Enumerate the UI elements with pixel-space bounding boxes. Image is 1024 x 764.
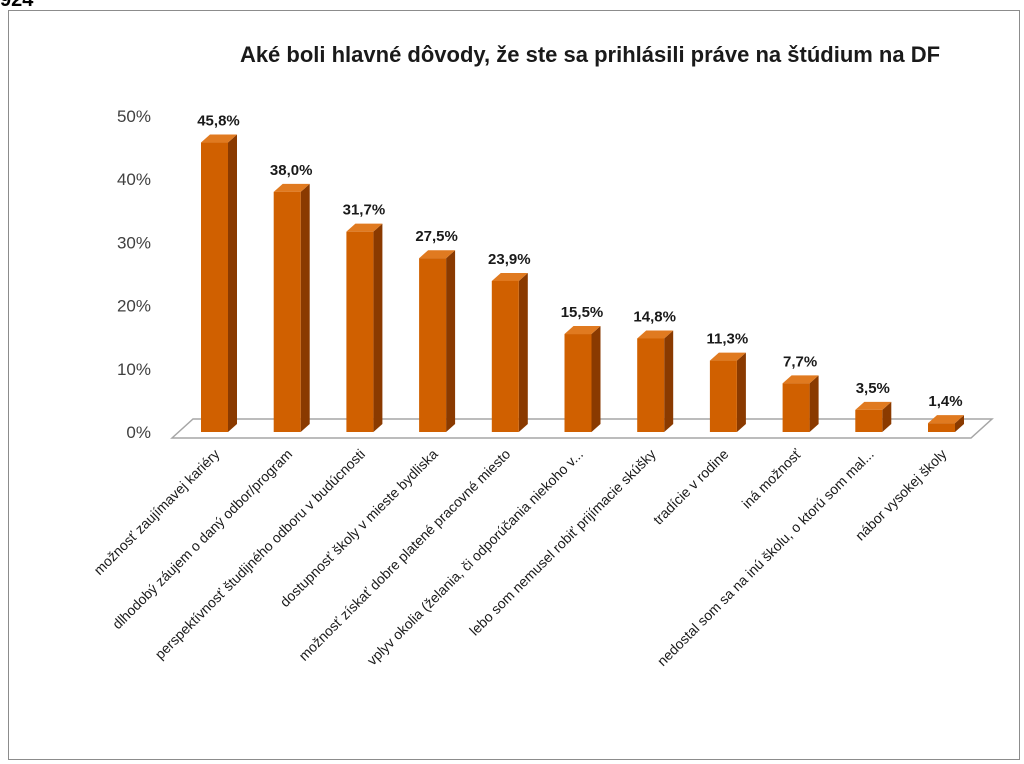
bar (928, 415, 964, 432)
bar-top (273, 183, 310, 192)
bar-top (564, 326, 601, 335)
data-label: 15,5% (561, 304, 604, 321)
data-label: 27,5% (415, 228, 458, 245)
bar-side (518, 272, 528, 432)
y-tick-label: 50% (117, 107, 151, 126)
bar-side (373, 223, 383, 432)
bar-side (664, 330, 674, 432)
bar-top (201, 134, 237, 143)
bar-side (228, 134, 237, 432)
bar (346, 223, 383, 432)
bar-side (882, 401, 892, 432)
data-label: 45,8% (197, 113, 240, 130)
bar (419, 250, 456, 432)
bar-front (273, 191, 301, 432)
data-label: 31,7% (343, 202, 386, 219)
category-label: tradície v rodine (650, 446, 732, 528)
bar-front (782, 383, 810, 432)
bar-front (564, 334, 592, 432)
bar-side (809, 375, 819, 432)
bar-top (637, 330, 674, 339)
bar (782, 375, 819, 432)
y-tick-label: 10% (117, 360, 151, 379)
bar (564, 326, 601, 432)
bar-front (201, 142, 228, 432)
y-tick-label: 40% (117, 170, 151, 189)
bar (855, 401, 892, 432)
y-tick-label: 0% (126, 423, 151, 442)
bar-top (709, 352, 746, 361)
bar (709, 352, 746, 432)
data-label: 11,3% (707, 331, 749, 348)
data-label: 14,8% (633, 308, 676, 325)
bar-front (346, 231, 374, 432)
y-tick-label: 20% (117, 297, 151, 316)
bar (201, 134, 237, 432)
bar-front (491, 280, 519, 432)
bar (491, 272, 528, 432)
data-label: 38,0% (270, 162, 313, 179)
y-axis: 0% 10% 20% 30% 40% 50% (117, 107, 151, 442)
bar-front (419, 258, 447, 432)
bar-side (446, 250, 456, 432)
bar-top (491, 272, 528, 281)
chart-title: Aké boli hlavné dôvody, že ste sa prihlá… (240, 42, 940, 67)
bar-top (855, 401, 892, 410)
bar-side (591, 326, 601, 432)
bar-side (736, 352, 746, 432)
bar-side (300, 183, 310, 432)
bar-top (419, 250, 456, 259)
bars (201, 134, 964, 432)
bar-front (928, 423, 955, 432)
bar-top (928, 415, 964, 424)
bar-front (709, 360, 737, 432)
data-label: 1,4% (928, 393, 962, 410)
data-label: 3,5% (856, 380, 890, 397)
category-label: dostupnosť školy v mieste bydliska (277, 446, 441, 610)
bar-top (782, 375, 819, 384)
bar (637, 330, 674, 432)
bar-front (855, 409, 883, 432)
bar-front (637, 338, 665, 432)
data-labels: 45,8% 38,0% 31,7% 27,5% 23,9% 15,5% 14,8% 11,3%… (197, 113, 962, 411)
data-label: 7,7% (783, 353, 817, 370)
data-label: 23,9% (488, 251, 531, 268)
corner-label: 924 (0, 0, 34, 11)
bar (273, 183, 310, 432)
category-label: iná možnosť (739, 445, 805, 511)
category-label: možnosť zaujímavej kariéry (90, 446, 222, 578)
bar-top (346, 223, 383, 232)
bar-side (955, 415, 964, 432)
y-tick-label: 30% (117, 233, 151, 252)
